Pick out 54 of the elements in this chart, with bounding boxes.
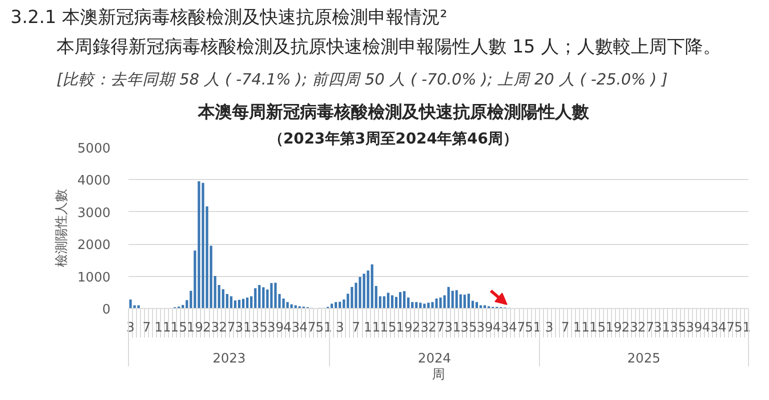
text: 2024	[418, 352, 452, 366]
y-tick-label: 4000	[77, 174, 111, 189]
x-axis-title: 周	[432, 368, 445, 382]
x-tick-label: 39	[476, 320, 494, 336]
y-tick-label: 3000	[77, 206, 111, 221]
y-tick-label: 1000	[77, 270, 111, 286]
x-tick-label: 35	[251, 320, 268, 336]
x-tick-label: 19	[605, 320, 622, 336]
text: 2023	[212, 352, 246, 366]
x-tick-label: 43	[283, 320, 300, 336]
x-tick-label: 19	[396, 320, 413, 336]
text: [比較：去年同期 58 人 ( -74.1% ); 前四周 50 人 ( -70.0% ); 上周 20 人 ( -25.0% ) ]	[56, 70, 668, 88]
x-tick-label: 7	[352, 320, 360, 336]
x-tick-label: 35	[460, 320, 477, 336]
x-tick-label: 19	[186, 320, 204, 336]
x-tick-label: 31	[444, 320, 461, 336]
x-tick-label: 11	[154, 320, 171, 336]
x-tick-label: 47	[299, 320, 316, 336]
x-tick-label: 51	[315, 320, 332, 336]
x-tick-label: 31	[654, 320, 670, 336]
x-tick-label: 11	[573, 320, 590, 336]
x-tick-label: 3	[336, 320, 344, 336]
x-tick-label: 47	[718, 320, 735, 336]
x-tick-label: 27	[218, 320, 236, 336]
x-tick-label: 11	[364, 320, 380, 336]
text: 2025	[627, 352, 660, 366]
text: 本周錄得新冠病毒核酸檢測及抗原快速檢測申報陽性人數 15 人；人數較上周下降。	[56, 36, 721, 58]
x-tick-label: 15	[589, 320, 606, 336]
x-tick-label: 27	[428, 320, 445, 336]
x-tick-label: 23	[412, 320, 429, 336]
x-tick-label: 23	[621, 320, 638, 336]
x-tick-label: 47	[508, 320, 526, 336]
x-tick-label: 43	[702, 320, 719, 336]
x-tick-label: 15	[380, 320, 396, 336]
y-axis-title: 檢測陽性人數	[54, 189, 70, 267]
x-tick-label: 7	[142, 320, 151, 336]
text: 3.2.1 本澳新冠病毒核酸檢測及快速抗原檢測申報情況²	[10, 7, 448, 28]
x-tick-label: 15	[170, 320, 188, 336]
chart-subtitle: （2023年第3周至2024年第46周）	[268, 130, 518, 148]
x-tick-label: 3	[545, 320, 554, 336]
x-tick-label: 51	[524, 320, 542, 336]
y-tick-label: 0	[102, 302, 111, 318]
x-tick-label: 23	[202, 320, 220, 336]
x-tick-label: 31	[234, 320, 252, 336]
x-tick-label: 39	[267, 320, 284, 336]
chart-title: 本澳每周新冠病毒核酸檢測及快速抗原檢測陽性人數	[197, 102, 590, 122]
x-tick-label: 43	[492, 320, 510, 336]
x-tick-label: 39	[686, 320, 702, 336]
y-tick-label: 5000	[77, 142, 111, 156]
x-tick-label: 7	[561, 320, 570, 336]
x-tick-label: 27	[638, 320, 654, 336]
y-tick-label: 2000	[77, 238, 111, 254]
x-tick-label: 35	[670, 320, 686, 336]
x-tick-label: 51	[734, 320, 751, 336]
